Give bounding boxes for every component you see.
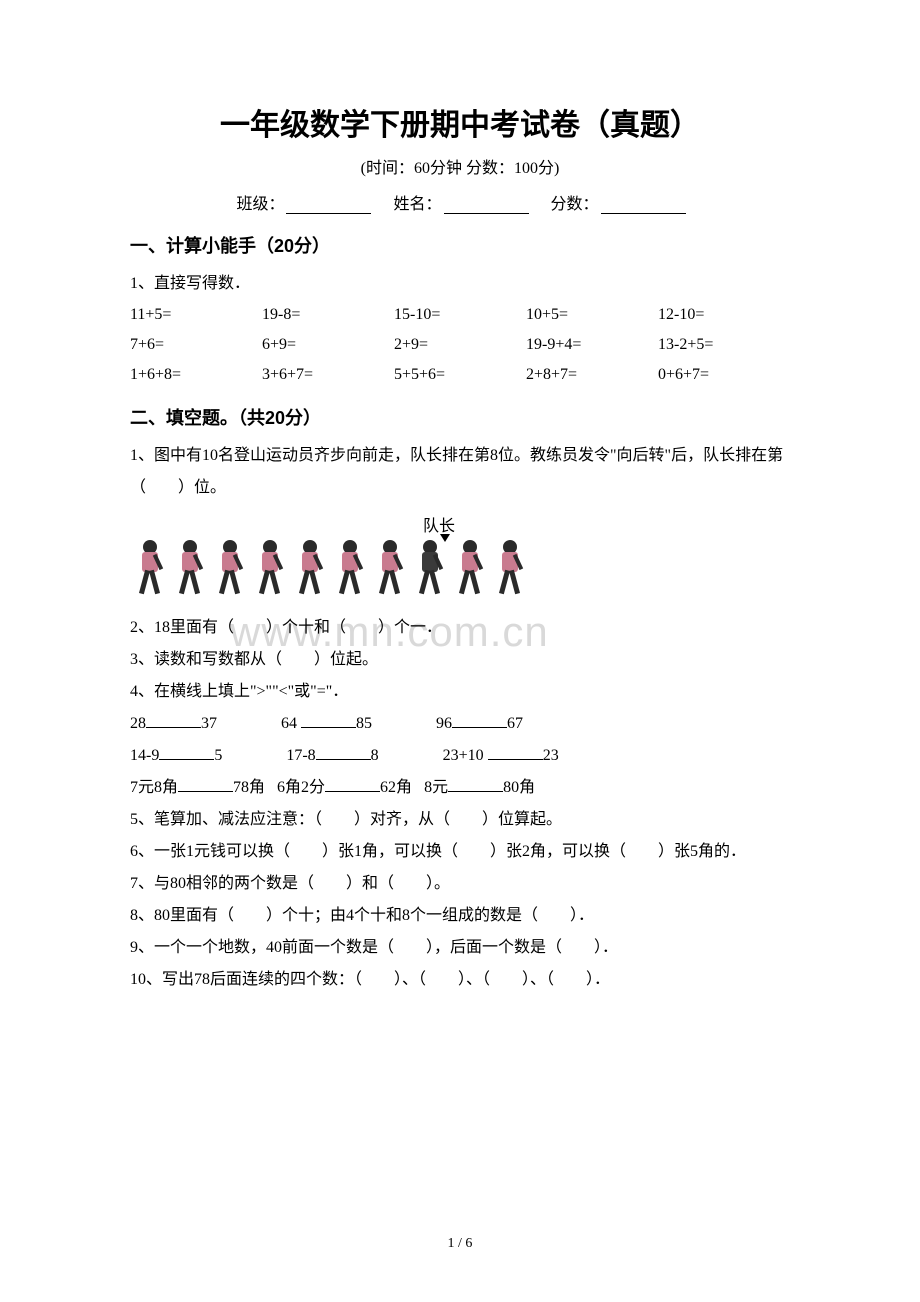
q4-right: 5 <box>214 747 222 764</box>
eq-cell: 19-9+4= <box>526 330 658 360</box>
s2-q3: 3、读数和写数都从（ ）位起。 <box>130 644 790 676</box>
compare-blank <box>488 746 543 760</box>
q4-left: 17-8 <box>286 747 315 764</box>
s2-q4-label: 4、在横线上填上">""<"或"="． <box>130 676 790 708</box>
class-label: 班级： <box>236 196 284 213</box>
q4-left: 7元8角 <box>130 779 178 796</box>
student-info-line: 班级： 姓名： 分数： <box>130 190 790 214</box>
s2-q9: 9、一个一个地数，40前面一个数是（ ），后面一个数是（ ）． <box>130 932 790 964</box>
climbers-figure: 队长 <box>130 512 790 602</box>
eq-cell: 3+6+7= <box>262 360 394 390</box>
q4-right: 67 <box>507 715 523 732</box>
climber-icon <box>450 540 490 598</box>
figures-row <box>130 540 530 598</box>
q4-right: 23 <box>543 747 559 764</box>
climber-icon <box>170 540 210 598</box>
q4-left: 96 <box>436 715 452 732</box>
equations-table: 11+5= 19-8= 15-10= 10+5= 12-10= 7+6= 6+9… <box>130 300 790 390</box>
compare-blank <box>452 714 507 728</box>
compare-blank <box>448 778 503 792</box>
score-blank <box>601 198 686 214</box>
compare-blank <box>146 714 201 728</box>
q4-right: 37 <box>201 715 217 732</box>
eq-cell: 7+6= <box>130 330 262 360</box>
s2-q6: 6、一张1元钱可以换（ ）张1角，可以换（ ）张2角，可以换（ ）张5角的． <box>130 836 790 868</box>
q4-right: 78角 <box>233 779 265 796</box>
section-2-header: 二、填空题。（共20分） <box>130 404 790 430</box>
climber-icon <box>250 540 290 598</box>
q4-left: 14-9 <box>130 747 159 764</box>
q4-left: 64 <box>281 715 297 732</box>
climber-icon <box>330 540 370 598</box>
name-blank <box>444 198 529 214</box>
eq-cell: 0+6+7= <box>658 360 790 390</box>
score-label: 分数： <box>551 196 599 213</box>
eq-cell: 19-8= <box>262 300 394 330</box>
table-row: 1+6+8= 3+6+7= 5+5+6= 2+8+7= 0+6+7= <box>130 360 790 390</box>
climber-icon <box>290 540 330 598</box>
s2-q8: 8、80里面有（ ）个十；由4个十和8个一组成的数是（ ）． <box>130 900 790 932</box>
q4-left: 8元 <box>424 779 448 796</box>
q4-right: 80角 <box>503 779 535 796</box>
s2-q2: 2、18里面有（ ）个十和（ ）个一． <box>130 612 790 644</box>
q4-row-2: 14-9 5 17-8 8 23+10 23 <box>130 740 790 772</box>
s2-q10: 10、写出78后面连续的四个数：（ ）、（ ）、（ ）、（ ）． <box>130 964 790 996</box>
name-label: 姓名： <box>393 196 441 213</box>
eq-cell: 1+6+8= <box>130 360 262 390</box>
compare-blank <box>159 746 214 760</box>
q4-right: 85 <box>356 715 372 732</box>
page-content: 一年级数学下册期中考试卷（真题） (时间：60分钟 分数：100分) 班级： 姓… <box>130 100 790 996</box>
q4-right: 8 <box>371 747 379 764</box>
section-1-header: 一、计算小能手（20分） <box>130 232 790 258</box>
exam-subtitle: (时间：60分钟 分数：100分) <box>130 154 790 178</box>
climber-icon <box>370 540 410 598</box>
eq-cell: 2+9= <box>394 330 526 360</box>
eq-cell: 11+5= <box>130 300 262 330</box>
s2-q7: 7、与80相邻的两个数是（ ）和（ ）。 <box>130 868 790 900</box>
eq-cell: 15-10= <box>394 300 526 330</box>
page-number: 1 / 6 <box>0 1236 920 1252</box>
compare-blank <box>325 778 380 792</box>
table-row: 7+6= 6+9= 2+9= 19-9+4= 13-2+5= <box>130 330 790 360</box>
eq-cell: 10+5= <box>526 300 658 330</box>
s2-q5: 5、笔算加、减法应注意：（ ）对齐，从（ ）位算起。 <box>130 804 790 836</box>
q4-left: 6角2分 <box>277 779 325 796</box>
eq-cell: 12-10= <box>658 300 790 330</box>
climber-icon <box>210 540 250 598</box>
captain-label: 队长 <box>423 512 455 536</box>
eq-cell: 5+5+6= <box>394 360 526 390</box>
compare-blank <box>178 778 233 792</box>
climber-icon <box>490 540 530 598</box>
eq-cell: 6+9= <box>262 330 394 360</box>
q1-label: 1、直接写得数． <box>130 268 790 300</box>
s2-q1: 1、图中有10名登山运动员齐步向前走，队长排在第8位。教练员发令"向后转"后，队… <box>130 440 790 504</box>
eq-cell: 13-2+5= <box>658 330 790 360</box>
compare-blank <box>316 746 371 760</box>
q4-right: 62角 <box>380 779 412 796</box>
climber-captain-icon <box>410 540 450 598</box>
q4-left: 23+10 <box>443 747 484 764</box>
climber-icon <box>130 540 170 598</box>
eq-cell: 2+8+7= <box>526 360 658 390</box>
class-blank <box>286 198 371 214</box>
q4-left: 28 <box>130 715 146 732</box>
q4-row-1: 28 37 64 85 96 67 <box>130 708 790 740</box>
table-row: 11+5= 19-8= 15-10= 10+5= 12-10= <box>130 300 790 330</box>
q4-row-3: 7元8角 78角 6角2分 62角 8元 80角 <box>130 772 790 804</box>
compare-blank <box>301 714 356 728</box>
exam-title: 一年级数学下册期中考试卷（真题） <box>130 100 790 144</box>
